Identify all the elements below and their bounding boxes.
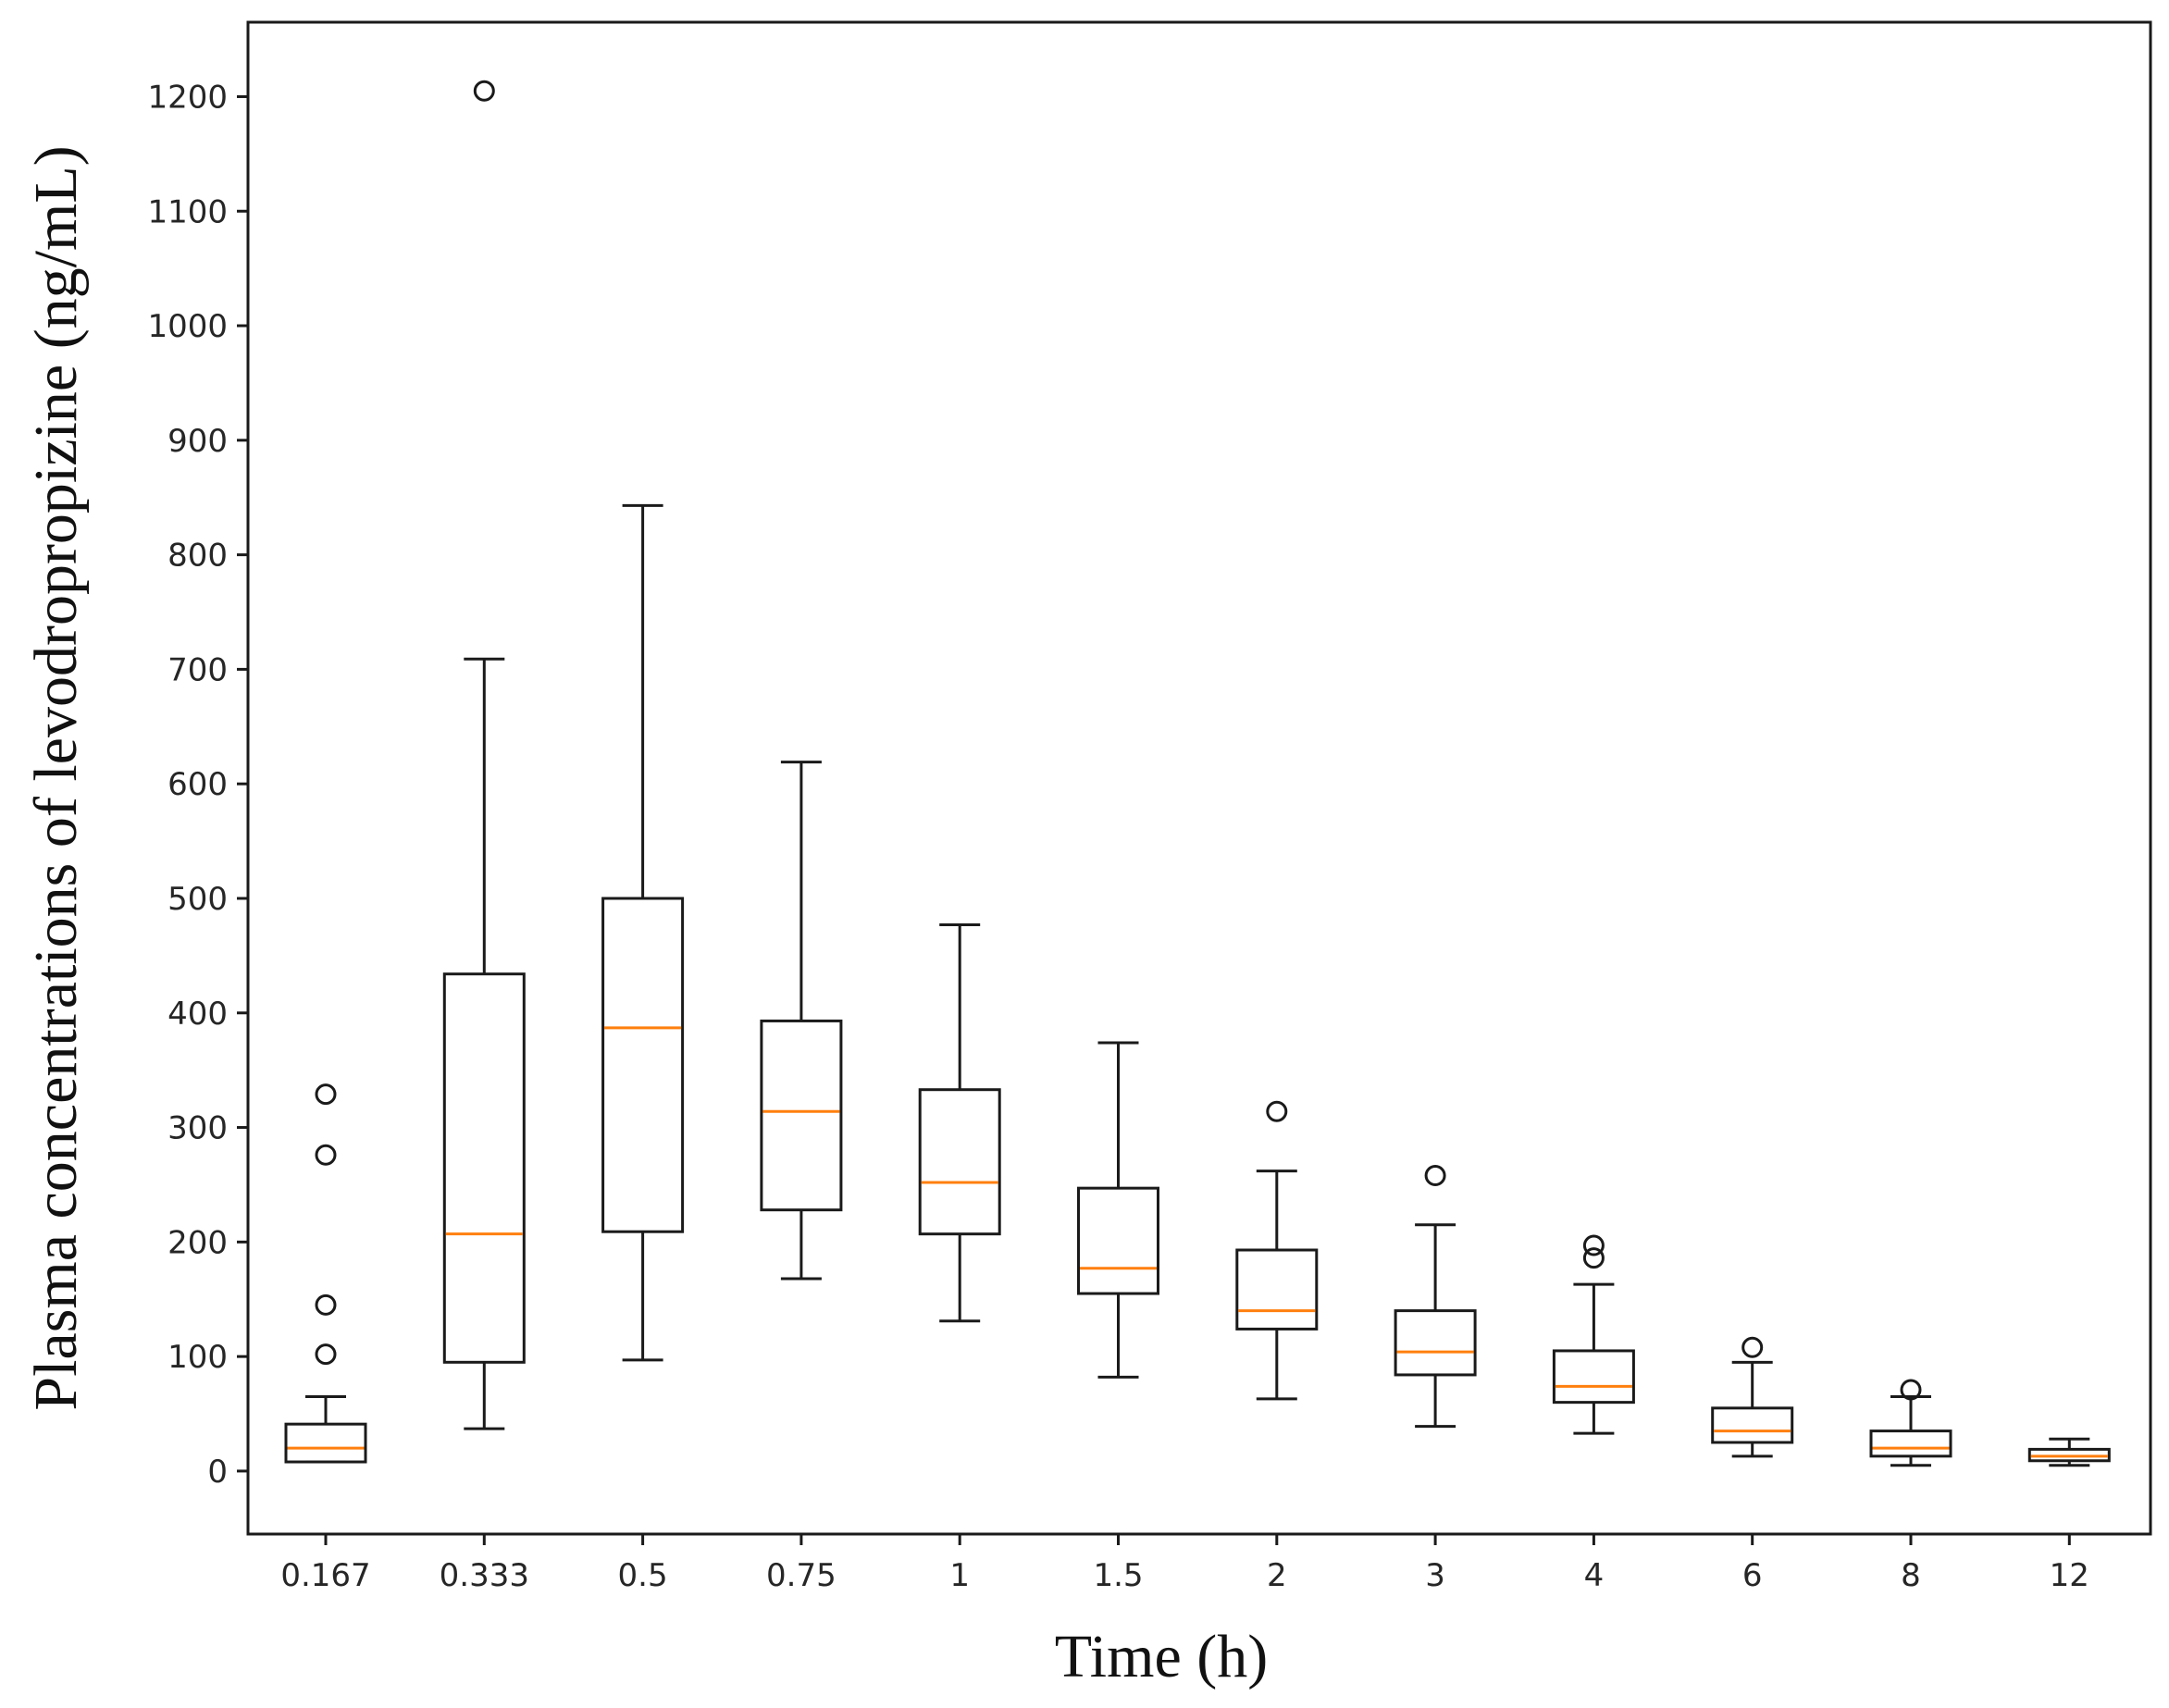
outlier-point [1424, 1165, 1446, 1187]
y-tick-label: 800 [167, 538, 228, 575]
box-group [1711, 1336, 1794, 1458]
box-group [2027, 1437, 2111, 1467]
outlier-point [1266, 1100, 1288, 1122]
outlier-point [1741, 1336, 1764, 1358]
x-tick-label: 0.333 [440, 1557, 529, 1594]
outlier-point [315, 1293, 337, 1316]
box-series [284, 80, 2111, 1467]
x-tick-label: 0.5 [618, 1557, 668, 1594]
x-tick-label: 2 [1267, 1557, 1287, 1594]
outlier-point [315, 1144, 337, 1166]
box-iqr [1394, 1309, 1477, 1377]
y-axis: 0 100 200 300 400 500 600 700 800 900 1000 1100 1200 [147, 79, 248, 1491]
box-group [918, 922, 1001, 1323]
x-axis-title: Time (h) [1055, 1623, 1268, 1690]
x-tick-label: 4 [1584, 1557, 1605, 1594]
box-group [1394, 1165, 1477, 1429]
box-group [1235, 1100, 1319, 1401]
y-tick-label: 900 [167, 423, 228, 460]
box-group [1077, 1041, 1159, 1379]
x-tick-label: 1.5 [1093, 1557, 1143, 1594]
y-tick-label: 700 [167, 651, 228, 688]
outlier-point [1582, 1234, 1605, 1256]
x-tick-label: 0.75 [766, 1557, 837, 1594]
y-tick-label: 400 [167, 996, 228, 1033]
y-tick-label: 600 [167, 766, 228, 803]
y-tick-label: 0 [207, 1454, 228, 1491]
box-iqr [2027, 1447, 2111, 1463]
box-iqr [1711, 1406, 1794, 1444]
x-tick-label: 0.167 [280, 1557, 370, 1594]
box-iqr [1869, 1430, 1952, 1458]
x-tick-label: 12 [2050, 1557, 2089, 1594]
y-tick-label: 500 [167, 881, 228, 918]
y-tick-label: 1200 [147, 79, 228, 116]
outlier-point [315, 1083, 337, 1106]
box-iqr [1552, 1349, 1635, 1405]
box-group [1552, 1234, 1635, 1435]
y-tick-label: 300 [167, 1110, 228, 1147]
box-group [284, 1083, 367, 1464]
box-iqr [442, 972, 526, 1364]
x-tick-label: 1 [949, 1557, 970, 1594]
outlier-point [473, 80, 495, 102]
y-tick-label: 200 [167, 1224, 228, 1261]
box-group [760, 761, 843, 1281]
x-tick-label: 3 [1425, 1557, 1445, 1594]
box-iqr [760, 1019, 843, 1212]
outlier-point [1582, 1247, 1605, 1269]
y-axis-title: Plasma concentrations of levodropropizin… [22, 145, 90, 1410]
outlier-point [1900, 1379, 1922, 1401]
outlier-point [315, 1343, 337, 1366]
box-group [442, 80, 526, 1430]
y-tick-label: 1100 [147, 193, 228, 230]
plot-area-frame [246, 20, 2152, 1536]
y-tick-label: 100 [167, 1339, 228, 1376]
box-iqr [601, 897, 685, 1233]
x-axis: 0.167 0.333 0.5 0.75 1 1.5 2 3 4 6 8 12 [280, 1534, 2089, 1594]
x-tick-label: 8 [1901, 1557, 1921, 1594]
box-iqr [1077, 1186, 1159, 1295]
box-iqr [1235, 1248, 1319, 1331]
box-iqr [918, 1088, 1001, 1236]
box-group [601, 503, 685, 1362]
y-tick-label: 1000 [147, 308, 228, 345]
x-tick-label: 6 [1742, 1557, 1763, 1594]
box-iqr [284, 1422, 367, 1464]
box-group [1869, 1379, 1952, 1467]
